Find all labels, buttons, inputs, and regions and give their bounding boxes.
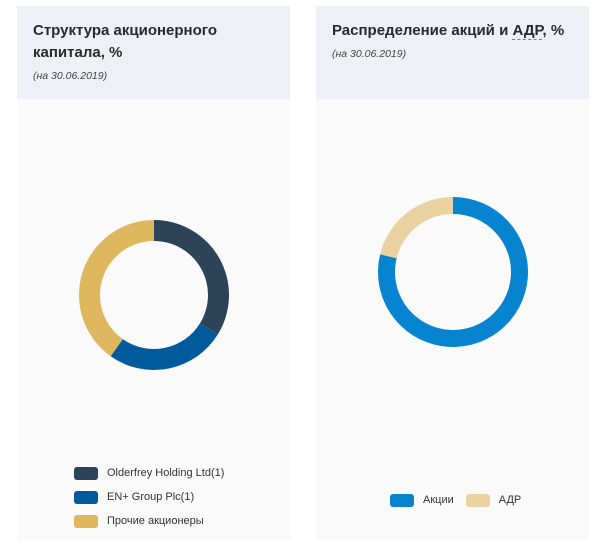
- legend-label: Прочие акционеры: [107, 515, 204, 527]
- donut-slice-адр[interactable]: [380, 197, 453, 259]
- chart-subtitle: (на 30.06.2019): [33, 70, 108, 82]
- shareholder-donut-chart: [79, 220, 229, 370]
- chart-title: Структура акционерного капитала, %: [33, 20, 274, 64]
- chart-legend: Акции АДР: [390, 488, 533, 512]
- donut-slice-en-group-plc-1[interactable]: [110, 323, 218, 370]
- legend-label: Акции: [423, 494, 454, 506]
- legend-label: Olderfrey Holding Ltd(1): [107, 467, 225, 479]
- card-header: Структура акционерного капитала, % (на 3…: [17, 6, 290, 99]
- chart-subtitle: (на 30.06.2019): [332, 48, 407, 60]
- legend-item-en-group-plc-1[interactable]: EN+ Group Plc(1): [74, 485, 224, 509]
- shareholder-structure-card: Структура акционерного капитала, % (на 3…: [17, 6, 290, 540]
- legend-item-акции[interactable]: Акции: [390, 488, 454, 512]
- legend-swatch: [74, 466, 98, 480]
- shares-adr-card: Распределение акций и АДР, % (на 30.06.2…: [316, 6, 589, 540]
- chart-title-main: Распределение акций и: [332, 22, 513, 39]
- legend-item-адр[interactable]: АДР: [465, 488, 522, 512]
- chart-title-line-2: капитала, %: [33, 44, 123, 61]
- legend-item-olderfrey-holding-ltd-1[interactable]: Olderfrey Holding Ltd(1): [74, 461, 224, 485]
- shares-adr-donut-chart: [378, 197, 528, 347]
- donut-slice-olderfrey-holding-ltd-1[interactable]: [154, 220, 229, 335]
- chart-title-line-1: Структура акционерного: [33, 22, 217, 39]
- legend-label: АДР: [498, 494, 522, 506]
- card-header: Распределение акций и АДР, % (на 30.06.2…: [316, 6, 589, 99]
- legend-swatch: [74, 514, 98, 528]
- legend-swatch: [390, 493, 414, 507]
- chart-title-tail: , %: [542, 22, 565, 39]
- legend-item-прочие-акционеры[interactable]: Прочие акционеры: [74, 509, 224, 533]
- donut-slice-прочие-акционеры[interactable]: [79, 220, 154, 357]
- chart-legend: Olderfrey Holding Ltd(1) EN+ Group Plc(1)…: [74, 461, 224, 533]
- legend-swatch: [465, 493, 490, 507]
- chart-title: Распределение акций и АДР, %: [332, 20, 573, 42]
- adr-abbreviation[interactable]: АДР: [512, 22, 543, 40]
- legend-swatch: [74, 490, 98, 504]
- legend-label: EN+ Group Plc(1): [107, 491, 195, 503]
